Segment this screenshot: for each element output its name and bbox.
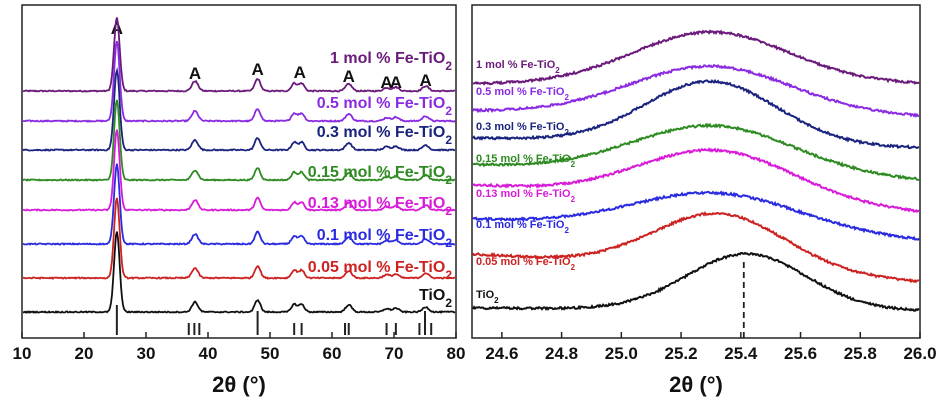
x-tick-label: 26.0 — [903, 344, 936, 363]
series-label: TiO2 — [476, 289, 499, 305]
x-axis-title: 2θ (°) — [212, 372, 266, 397]
anatase-peak-marker: A — [251, 60, 263, 79]
series-label: 0.15 mol % Fe-TiO2 — [308, 164, 453, 187]
x-axis-title: 2θ (°) — [669, 372, 723, 397]
xrd-zoom-trace — [472, 29, 920, 86]
xrd-trace — [22, 41, 456, 123]
series-label: 0.13 mol % Fe-TiO2 — [308, 195, 453, 218]
anatase-peak-marker: A — [294, 63, 306, 82]
x-tick-label: 10 — [13, 344, 32, 363]
xrd-zoom-panel: 24.6 24.8 25.0 25.2 25.4 25.6 25.8 26.0 2θ (°) 1 … — [471, 4, 937, 397]
anatase-peak-marker: A — [189, 64, 201, 83]
x-tick-label: 24.8 — [545, 344, 578, 363]
anatase-peak-marker: A — [419, 71, 431, 90]
x-tick-label: 40 — [199, 344, 218, 363]
series-label: 1 mol % Fe-TiO2 — [476, 59, 560, 75]
xrd-zoom-trace — [472, 190, 920, 241]
series-label: 0.5 mol % Fe-TiO2 — [476, 86, 569, 102]
xrd-trace — [22, 129, 456, 212]
series-label: 0.3 mol % Fe-TiO2 — [476, 121, 569, 137]
x-tick-label: 25.4 — [724, 344, 758, 363]
x-tick-label: 70 — [385, 344, 404, 363]
x-tick-label: 25.0 — [605, 344, 638, 363]
xrd-trace — [22, 17, 456, 93]
xrd-zoom-trace — [472, 211, 920, 284]
series-label: 0.15 mol % Fe-TiO2 — [476, 153, 576, 169]
x-tick-label: 50 — [261, 344, 280, 363]
xrd-trace — [23, 231, 456, 314]
xrd-trace — [22, 99, 456, 182]
x-tick-label: 24.6 — [485, 344, 518, 363]
series-label: 0.3 mol % Fe-TiO2 — [317, 124, 453, 147]
x-tick-label: 25.6 — [784, 344, 817, 363]
series-label: 0.1 mol % Fe-TiO2 — [317, 227, 453, 250]
xrd-trace — [22, 163, 456, 246]
x-tick-label: 30 — [137, 344, 156, 363]
xrd-zoom-trace — [472, 147, 920, 214]
series-label: 0.1 mol % Fe-TiO2 — [476, 219, 569, 235]
series-label: 0.05 mol % Fe-TiO2 — [476, 256, 576, 272]
x-tick-label: 20 — [75, 344, 94, 363]
xrd-trace — [23, 197, 456, 280]
xrd-trace — [22, 67, 456, 152]
plot-frame — [21, 4, 457, 339]
x-tick-label: 25.8 — [844, 344, 877, 363]
anatase-peak-marker: A — [380, 73, 392, 92]
plot-frame — [471, 4, 921, 339]
series-label: 0.5 mol % Fe-TiO2 — [317, 95, 453, 118]
xrd-zoom-trace — [472, 78, 920, 150]
x-tick-label: 25.2 — [665, 344, 698, 363]
x-tick-label: 80 — [447, 344, 466, 363]
anatase-peak-marker: A — [111, 19, 123, 38]
anatase-peak-marker: A — [343, 67, 355, 86]
xrd-zoom-trace — [472, 251, 920, 312]
x-tick-label: 60 — [323, 344, 342, 363]
series-label: 0.13 mol % Fe-TiO2 — [476, 188, 576, 204]
xrd-zoom-trace — [472, 63, 920, 118]
series-label: TiO2 — [419, 287, 452, 310]
xrd-zoom-trace — [472, 122, 920, 181]
